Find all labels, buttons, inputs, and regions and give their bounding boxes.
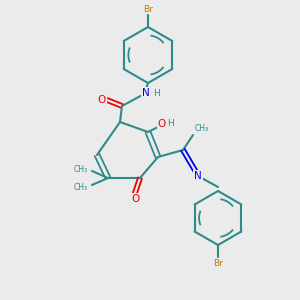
Text: CH₃: CH₃ (74, 182, 88, 191)
Text: O: O (98, 95, 106, 105)
Text: O: O (158, 119, 166, 129)
Text: Br: Br (143, 4, 153, 14)
Text: Br: Br (213, 259, 223, 268)
Text: N: N (194, 171, 202, 181)
Text: CH₃: CH₃ (195, 124, 209, 133)
Text: N: N (142, 88, 150, 98)
Text: O: O (131, 194, 139, 204)
Text: H: H (167, 119, 173, 128)
Text: CH₃: CH₃ (74, 164, 88, 173)
Text: H: H (153, 88, 159, 98)
